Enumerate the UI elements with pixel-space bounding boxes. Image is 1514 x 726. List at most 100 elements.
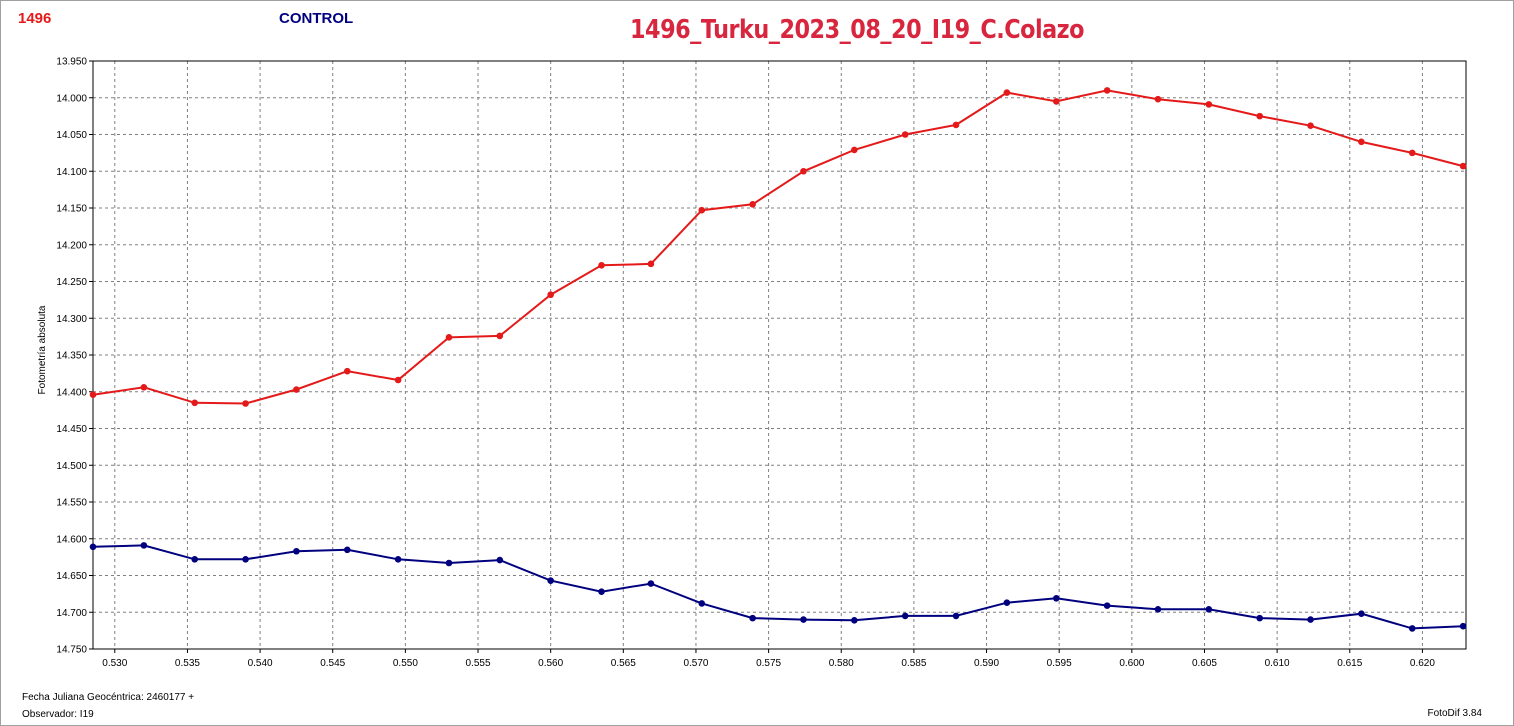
data-point bbox=[1256, 112, 1263, 120]
data-point bbox=[445, 334, 453, 341]
x-tick-label: 0.570 bbox=[683, 658, 708, 669]
data-point bbox=[191, 556, 199, 563]
data-point bbox=[1459, 162, 1467, 170]
y-tick-label: 14.000 bbox=[56, 93, 87, 104]
y-tick-label: 14.750 bbox=[56, 645, 87, 656]
data-point bbox=[901, 131, 909, 138]
data-point bbox=[1459, 622, 1467, 630]
data-point bbox=[140, 384, 148, 391]
y-tick-label: 14.700 bbox=[56, 608, 87, 619]
data-point bbox=[1408, 625, 1416, 632]
data-point bbox=[1307, 616, 1314, 623]
y-tick-label: 14.350 bbox=[56, 351, 87, 362]
x-tick-label: 0.620 bbox=[1410, 658, 1435, 669]
data-point bbox=[647, 580, 655, 587]
y-axis-label: Fotometría absoluta bbox=[37, 305, 48, 394]
data-point bbox=[1205, 101, 1213, 108]
data-point bbox=[1052, 98, 1060, 105]
y-tick-label: 14.650 bbox=[56, 571, 87, 582]
data-point bbox=[547, 577, 554, 584]
x-tick-label: 0.615 bbox=[1337, 658, 1362, 669]
x-axis-ticks: 0.530 0.535 0.540 0.545 0.550 0.555 0.560 0.565… bbox=[102, 649, 1435, 669]
x-tick-label: 0.575 bbox=[756, 658, 781, 669]
data-point bbox=[496, 332, 504, 340]
y-tick-label: 14.100 bbox=[56, 167, 87, 178]
data-point bbox=[749, 201, 756, 208]
data-point bbox=[1358, 610, 1365, 618]
x-tick-label: 0.535 bbox=[175, 658, 200, 669]
y-axis-ticks: 13.950 14.000 14.050 14.100 14.150 14.200 14.2… bbox=[56, 57, 93, 656]
x-tick-label: 0.585 bbox=[901, 658, 926, 669]
julian-date-label: Fecha Juliana Geocéntrica: 2460177 + bbox=[22, 692, 195, 703]
software-version: FotoDif 3.84 bbox=[1427, 708, 1482, 719]
y-tick-label: 14.150 bbox=[56, 204, 87, 215]
data-point bbox=[952, 612, 960, 620]
series-line bbox=[92, 544, 1464, 630]
data-point bbox=[1256, 614, 1263, 622]
data-point bbox=[1052, 594, 1060, 602]
data-point bbox=[800, 616, 807, 623]
series-object bbox=[89, 87, 1467, 407]
x-tick-label: 0.605 bbox=[1192, 658, 1217, 669]
y-tick-label: 14.550 bbox=[56, 498, 87, 509]
data-point bbox=[343, 367, 351, 375]
series-layer bbox=[89, 87, 1467, 632]
x-tick-label: 0.590 bbox=[974, 658, 999, 669]
x-tick-label: 0.550 bbox=[393, 658, 418, 669]
data-point bbox=[1154, 606, 1162, 613]
data-point bbox=[800, 167, 807, 175]
data-point bbox=[343, 546, 351, 554]
data-point bbox=[1103, 87, 1111, 94]
control-label: CONTROL bbox=[279, 10, 354, 27]
data-point bbox=[749, 614, 756, 622]
chart-title: 1496_Turku_2023_08_20_I19_C.Colazo bbox=[630, 15, 1085, 45]
data-point bbox=[394, 556, 402, 563]
y-tick-label: 14.300 bbox=[56, 314, 87, 325]
series-line bbox=[92, 89, 1464, 405]
x-tick-label: 0.530 bbox=[102, 658, 127, 669]
y-tick-label: 14.600 bbox=[56, 534, 87, 545]
y-tick-label: 14.050 bbox=[56, 130, 87, 141]
data-point bbox=[1205, 606, 1213, 613]
y-tick-label: 14.500 bbox=[56, 461, 87, 472]
data-point bbox=[901, 612, 909, 620]
data-point bbox=[496, 556, 504, 564]
data-point bbox=[698, 600, 706, 607]
data-point bbox=[952, 121, 960, 129]
data-point bbox=[140, 542, 148, 549]
y-tick-label: 14.250 bbox=[56, 277, 87, 288]
x-tick-label: 0.555 bbox=[466, 658, 491, 669]
data-point bbox=[698, 206, 706, 214]
object-id-label: 1496 bbox=[18, 10, 52, 27]
series-control bbox=[89, 542, 1467, 632]
data-point bbox=[598, 588, 605, 595]
y-tick-label: 14.450 bbox=[56, 424, 87, 435]
data-point bbox=[1154, 95, 1162, 103]
x-tick-label: 0.545 bbox=[320, 658, 345, 669]
data-point bbox=[394, 376, 402, 384]
data-point bbox=[1358, 138, 1365, 146]
x-tick-label: 0.595 bbox=[1047, 658, 1072, 669]
data-point bbox=[1003, 599, 1011, 606]
data-point bbox=[191, 399, 199, 407]
x-tick-label: 0.560 bbox=[538, 658, 563, 669]
data-point bbox=[598, 262, 605, 269]
x-tick-label: 0.565 bbox=[611, 658, 636, 669]
data-point bbox=[1307, 122, 1314, 129]
data-point bbox=[242, 556, 249, 563]
x-tick-label: 0.540 bbox=[248, 658, 273, 669]
data-point bbox=[851, 146, 858, 154]
data-point bbox=[293, 386, 300, 393]
data-point bbox=[1408, 149, 1416, 157]
data-point bbox=[445, 559, 453, 567]
data-point bbox=[851, 617, 858, 624]
data-point bbox=[647, 260, 655, 268]
x-tick-label: 0.600 bbox=[1119, 658, 1144, 669]
data-point bbox=[293, 547, 300, 555]
data-point bbox=[242, 400, 249, 407]
data-point bbox=[1003, 89, 1011, 96]
observer-label: Observador: I19 bbox=[22, 709, 94, 720]
y-tick-label: 14.200 bbox=[56, 240, 87, 251]
data-point bbox=[89, 543, 97, 551]
